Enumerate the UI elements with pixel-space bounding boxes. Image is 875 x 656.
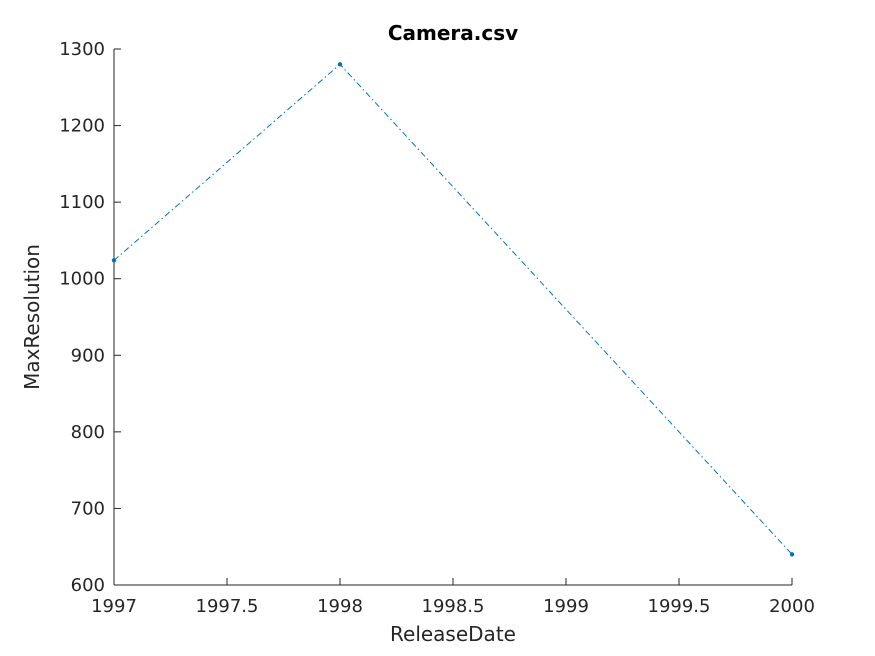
y-tick-label: 1000: [59, 269, 105, 290]
y-tick-label: 800: [71, 422, 105, 443]
y-tick-label: 1100: [59, 192, 105, 213]
x-tick-label: 1997: [91, 596, 137, 617]
x-axis-label: ReleaseDate: [390, 622, 516, 646]
x-ticks: 1997 1997.5 1998 1998.5 1999 1999.5 2000: [91, 578, 815, 617]
y-tick-label: 900: [71, 345, 105, 366]
data-point: [337, 62, 343, 67]
axes: [113, 49, 792, 586]
chart-title: Camera.csv: [388, 21, 518, 45]
x-tick-label: 1997.5: [196, 596, 259, 617]
x-tick-label: 2000: [769, 596, 815, 617]
x-tick-label: 1998.5: [422, 596, 485, 617]
x-tick-label: 1999: [543, 596, 589, 617]
y-tick-label: 700: [71, 498, 105, 519]
series-group: [111, 62, 795, 557]
y-tick-label: 1200: [59, 116, 105, 137]
y-tick-label: 600: [71, 575, 105, 596]
y-axis-label: MaxResolution: [20, 244, 44, 390]
data-point: [789, 552, 795, 557]
y-tick-label: 1300: [59, 39, 105, 60]
series-line: [113, 63, 793, 555]
data-point: [111, 258, 117, 263]
x-tick-label: 1999.5: [648, 596, 711, 617]
y-ticks: 600 700 800 900 1000 1100 1200 1300: [59, 39, 121, 596]
x-tick-label: 1998: [317, 596, 363, 617]
